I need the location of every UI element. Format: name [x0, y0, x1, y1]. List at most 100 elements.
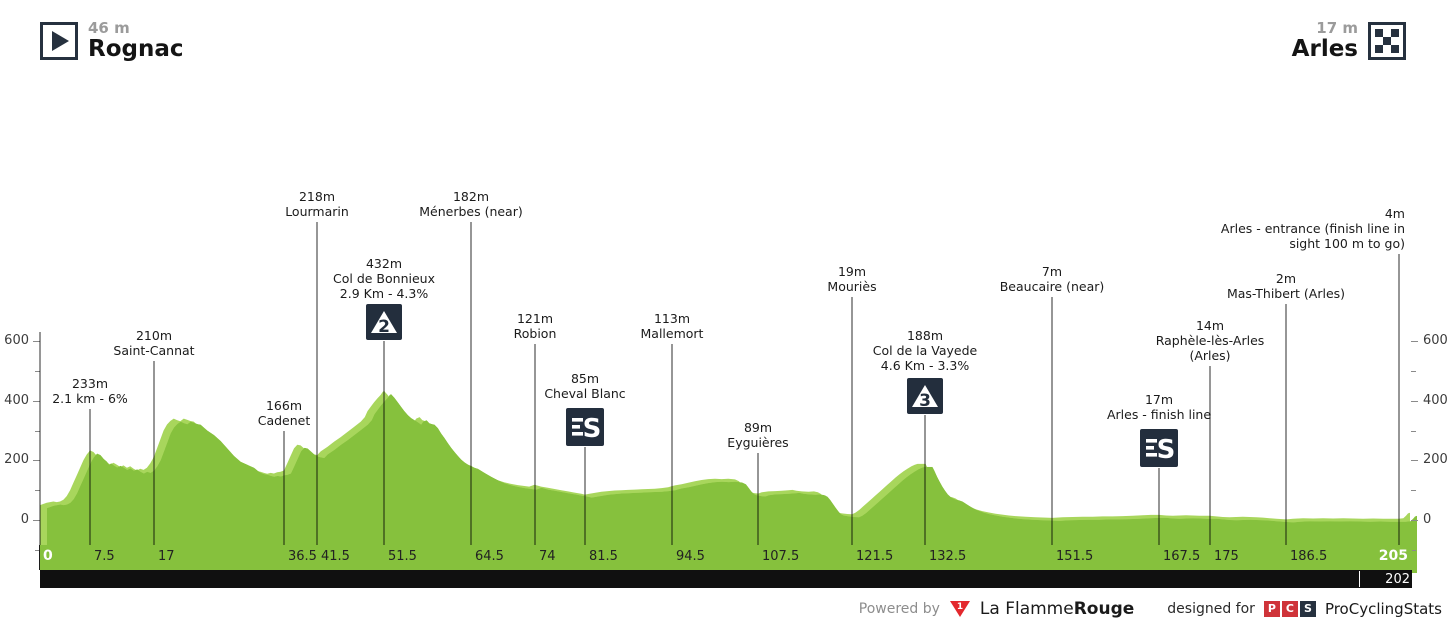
marker-line [1398, 254, 1400, 545]
y-minor-tick [35, 490, 40, 491]
km-label: 41.5 [321, 549, 350, 564]
marker-label: 4m Arles - entrance (finish line in sight … [1220, 206, 1405, 251]
km-label: 7.5 [94, 549, 115, 564]
start-flag-box [40, 22, 78, 60]
km-label: 151.5 [1056, 549, 1094, 564]
marker-line [924, 415, 926, 545]
play-icon [52, 31, 69, 51]
y-tick-label: 200 [4, 452, 29, 467]
marker-line [470, 222, 472, 545]
marker-line [39, 332, 41, 545]
km-label: 0 [43, 548, 53, 564]
marker-label: 2m Mas-Thibert (Arles) [1226, 271, 1346, 301]
marker-icon-wrap: 2 [366, 304, 402, 340]
y-tick [1411, 520, 1418, 521]
designed-for-label: designed for [1167, 601, 1255, 617]
marker-label: 17m Arles - finish line [1106, 392, 1212, 422]
svg-text:S: S [1157, 435, 1176, 465]
profile-fill [47, 394, 1417, 573]
finish-elevation: 17 m [1316, 19, 1358, 37]
marker-icon-wrap: S [1140, 429, 1178, 467]
marker-line [1209, 366, 1211, 545]
checkered-flag-icon [1375, 29, 1399, 53]
bottom-bar-cursor [1359, 571, 1360, 587]
marker-line [671, 344, 673, 545]
km-label: 94.5 [676, 549, 705, 564]
y-minor-tick [1411, 371, 1416, 372]
svg-text:3: 3 [919, 391, 931, 411]
y-minor-tick [35, 431, 40, 432]
category-2-climb-icon: 2 [366, 304, 402, 340]
marker-label: 210m Saint-Cannat [113, 328, 195, 358]
marker-label: 85m Cheval Blanc [544, 371, 626, 401]
marker-label: 7m Beaucaire (near) [999, 264, 1105, 294]
y-tick [1411, 341, 1418, 342]
pcs-logo-c: C [1281, 601, 1298, 617]
y-tick-label: 600 [1423, 333, 1448, 348]
svg-text:1: 1 [957, 602, 963, 612]
y-minor-tick [1411, 490, 1416, 491]
km-label: 81.5 [589, 549, 618, 564]
km-label: 36.5 [288, 549, 317, 564]
marker-line [1285, 304, 1287, 545]
finish-town: Arles [1291, 36, 1358, 62]
y-tick [1411, 460, 1418, 461]
svg-text:S: S [583, 414, 602, 444]
powered-by-label: Powered by [858, 601, 940, 617]
marker-label: 182m Ménerbes (near) [419, 189, 523, 219]
marker-line [534, 344, 536, 545]
marker-icon-wrap: S [566, 408, 604, 446]
category-3-climb-icon: 3 [907, 378, 943, 414]
marker-label: 432m Col de Bonnieux 2.9 Km - 4.3% [333, 256, 435, 301]
marker-label: 19m Mouriès [827, 264, 877, 294]
y-tick [33, 460, 40, 461]
bottom-bar-end-label: 202 [1385, 572, 1410, 587]
y-minor-tick [35, 550, 40, 551]
start-elevation: 46 m [88, 19, 130, 37]
la-flamme-rouge-logo-icon[interactable]: 1 [949, 600, 971, 618]
marker-label: 188m Col de la Vayede 4.6 Km - 3.3% [872, 328, 978, 373]
la-flamme-rouge-wordmark[interactable]: La FlammeRouge [979, 599, 1135, 619]
marker-line [851, 297, 853, 545]
pcs-logo-p: P [1263, 601, 1280, 617]
km-label: 167.5 [1163, 549, 1201, 564]
marker-label: 218m Lourmarin [285, 189, 349, 219]
finish-flag-box [1368, 22, 1406, 60]
marker-icon-wrap: 3 [907, 378, 943, 414]
y-minor-tick [35, 371, 40, 372]
marker-line [1051, 297, 1053, 545]
y-tick [1411, 401, 1418, 402]
sprint-icon: S [1140, 429, 1178, 467]
marker-line [757, 453, 759, 545]
marker-line [584, 447, 586, 545]
marker-label: 14m Raphèle-lès-Arles (Arles) [1155, 318, 1265, 363]
km-label: 175 [1214, 549, 1239, 564]
pcs-logo[interactable]: P C S [1263, 601, 1316, 617]
pcs-logo-s: S [1299, 601, 1316, 617]
pcs-wordmark[interactable]: ProCyclingStats [1324, 600, 1442, 618]
km-label: 121.5 [856, 549, 894, 564]
y-tick-label: 600 [4, 333, 29, 348]
x-axis-band: 0 7.5 17 36.5 41.5 51.5 64.5 74 81.5 94.5 107.5 121… [40, 545, 1412, 570]
marker-line [89, 409, 91, 545]
marker-label: 121m Robion [513, 311, 557, 341]
footer: Powered by 1 La FlammeRouge designed for… [859, 599, 1442, 619]
bottom-bar: 202 [40, 570, 1412, 588]
km-label: 17 [158, 549, 175, 564]
y-tick-label: 0 [1423, 512, 1432, 527]
y-minor-tick [1411, 550, 1416, 551]
km-label: 64.5 [475, 549, 504, 564]
svg-text:2: 2 [378, 317, 390, 337]
marker-line [283, 431, 285, 545]
km-label: 132.5 [929, 549, 967, 564]
marker-label: 166m Cadenet [257, 398, 311, 428]
y-tick [33, 520, 40, 521]
y-tick-label: 400 [4, 393, 29, 408]
km-label: 51.5 [388, 549, 417, 564]
km-label: 205 [1378, 548, 1408, 564]
km-label: 74 [539, 549, 556, 564]
km-label: 186.5 [1290, 549, 1328, 564]
marker-label: 233m 2.1 km - 6% [52, 376, 128, 406]
